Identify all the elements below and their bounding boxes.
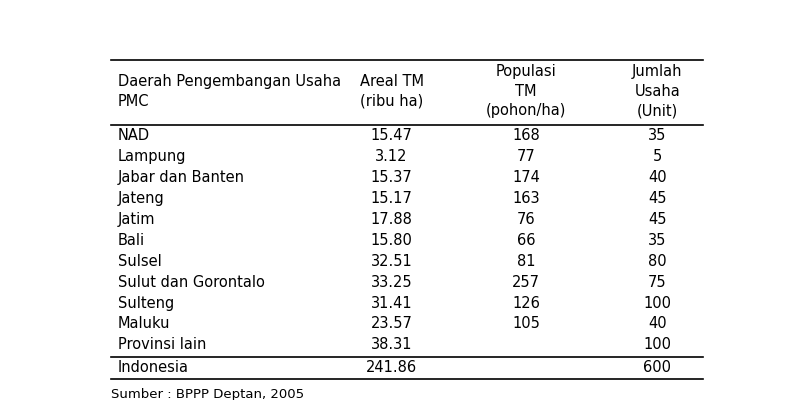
Text: Provinsi lain: Provinsi lain bbox=[118, 338, 206, 352]
Text: 80: 80 bbox=[648, 254, 667, 269]
Text: 15.17: 15.17 bbox=[370, 191, 413, 206]
Text: Sulut dan Gorontalo: Sulut dan Gorontalo bbox=[118, 274, 265, 290]
Text: 32.51: 32.51 bbox=[371, 254, 412, 269]
Text: 17.88: 17.88 bbox=[370, 212, 413, 227]
Text: 257: 257 bbox=[512, 274, 540, 290]
Text: 5: 5 bbox=[652, 149, 662, 164]
Text: 241.86: 241.86 bbox=[366, 360, 417, 375]
Text: 35: 35 bbox=[648, 128, 667, 143]
Text: Populasi
TM
(pohon/ha): Populasi TM (pohon/ha) bbox=[486, 64, 566, 118]
Text: 168: 168 bbox=[512, 128, 540, 143]
Text: Jateng: Jateng bbox=[118, 191, 165, 206]
Text: 126: 126 bbox=[512, 296, 540, 310]
Text: 75: 75 bbox=[648, 274, 667, 290]
Text: Indonesia: Indonesia bbox=[118, 360, 189, 375]
Text: 15.47: 15.47 bbox=[370, 128, 413, 143]
Text: 100: 100 bbox=[643, 296, 671, 310]
Text: 31.41: 31.41 bbox=[371, 296, 412, 310]
Text: Sulsel: Sulsel bbox=[118, 254, 162, 269]
Text: 600: 600 bbox=[643, 360, 671, 375]
Text: Lampung: Lampung bbox=[118, 149, 187, 164]
Text: Jabar dan Banten: Jabar dan Banten bbox=[118, 170, 245, 185]
Text: 3.12: 3.12 bbox=[375, 149, 408, 164]
Text: 163: 163 bbox=[512, 191, 540, 206]
Text: NAD: NAD bbox=[118, 128, 151, 143]
Text: 15.37: 15.37 bbox=[371, 170, 412, 185]
Text: Bali: Bali bbox=[118, 233, 145, 248]
Text: 174: 174 bbox=[512, 170, 540, 185]
Text: 38.31: 38.31 bbox=[371, 338, 412, 352]
Text: Areal TM
(ribu ha): Areal TM (ribu ha) bbox=[359, 74, 424, 108]
Text: 105: 105 bbox=[512, 316, 540, 332]
Text: Sulteng: Sulteng bbox=[118, 296, 174, 310]
Text: 45: 45 bbox=[648, 212, 667, 227]
Text: Maluku: Maluku bbox=[118, 316, 170, 332]
Text: 23.57: 23.57 bbox=[370, 316, 413, 332]
Text: 100: 100 bbox=[643, 338, 671, 352]
Text: 77: 77 bbox=[517, 149, 535, 164]
Text: Sumber : BPPP Deptan, 2005: Sumber : BPPP Deptan, 2005 bbox=[110, 388, 304, 400]
Text: 40: 40 bbox=[648, 316, 667, 332]
Text: 40: 40 bbox=[648, 170, 667, 185]
Text: 76: 76 bbox=[517, 212, 535, 227]
Text: Jatim: Jatim bbox=[118, 212, 155, 227]
Text: 66: 66 bbox=[517, 233, 535, 248]
Text: 81: 81 bbox=[517, 254, 535, 269]
Text: Daerah Pengembangan Usaha
PMC: Daerah Pengembangan Usaha PMC bbox=[118, 74, 341, 108]
Text: 15.80: 15.80 bbox=[370, 233, 413, 248]
Text: 45: 45 bbox=[648, 191, 667, 206]
Text: Jumlah
Usaha
(Unit): Jumlah Usaha (Unit) bbox=[632, 64, 682, 118]
Text: 33.25: 33.25 bbox=[371, 274, 412, 290]
Text: 35: 35 bbox=[648, 233, 667, 248]
